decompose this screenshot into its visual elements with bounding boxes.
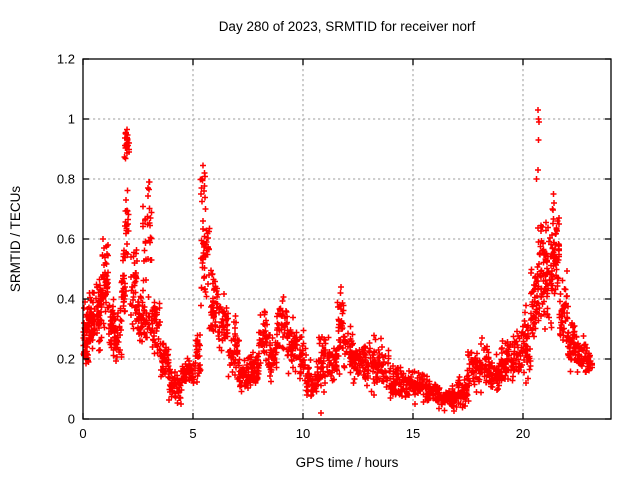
- x-tick-label: 5: [189, 426, 196, 441]
- x-tick-label: 20: [516, 426, 530, 441]
- x-tick-label: 15: [406, 426, 420, 441]
- y-tick-label: 1: [68, 112, 75, 127]
- data-points: [80, 107, 595, 416]
- y-tick-label: 0.8: [57, 172, 75, 187]
- y-axis-label: SRMTID / TECUs: [8, 186, 23, 293]
- y-tick-label: 0: [68, 412, 75, 427]
- x-tick-label: 0: [79, 426, 86, 441]
- tick-labels: 0 5 10 15 20 0 0.2 0.4 0.6 0.8 1 1.2: [57, 52, 530, 442]
- scatter-series: [80, 107, 595, 416]
- y-tick-label: 0.2: [57, 352, 75, 367]
- grid-lines: [83, 59, 611, 419]
- y-tick-label: 0.4: [57, 292, 75, 307]
- plot-frame: [82, 58, 612, 420]
- y-tick-label: 0.6: [57, 232, 75, 247]
- y-tick-label: 1.2: [57, 52, 75, 67]
- chart-title: Day 280 of 2023, SRMTID for receiver nor…: [219, 19, 476, 34]
- x-tick-label: 10: [296, 426, 310, 441]
- x-axis-label: GPS time / hours: [296, 455, 399, 470]
